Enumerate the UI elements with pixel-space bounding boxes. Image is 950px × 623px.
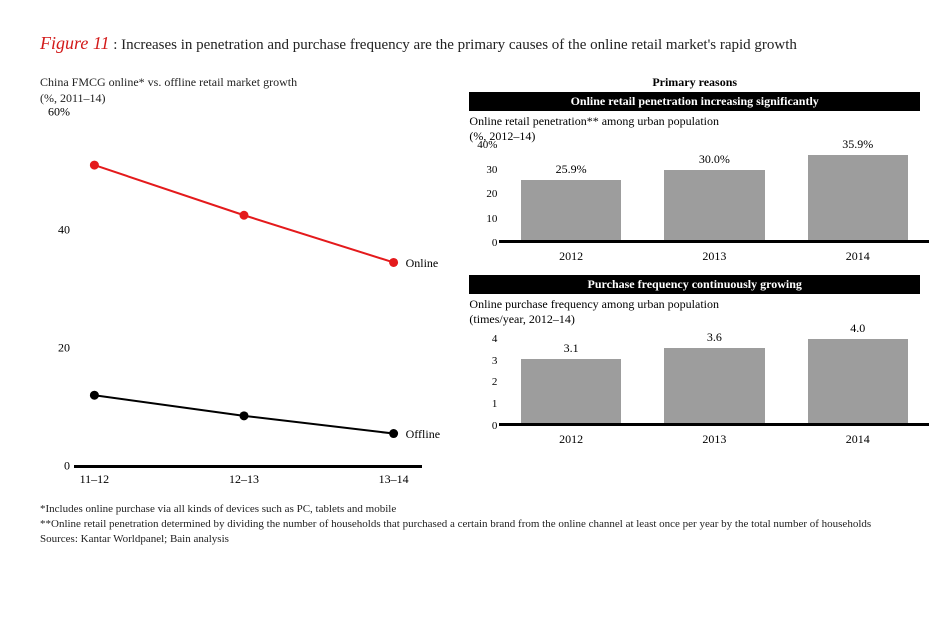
- bar-section-0: Online retail penetration increasing sig…: [469, 92, 920, 275]
- line-ytick: 40: [40, 223, 70, 238]
- line-subtitle-l1: China FMCG online* vs. offline retail ma…: [40, 75, 297, 89]
- figure-title-text: Increases in penetration and purchase fr…: [121, 37, 797, 53]
- footnote-3: Sources: Kantar Worldpanel; Bain analysi…: [40, 532, 920, 547]
- line-xtick: 11–12: [80, 472, 110, 487]
- bar-value-label: 25.9%: [556, 162, 587, 177]
- bar-plot: 012343.13.64.0: [499, 328, 929, 426]
- bar-value-label: 35.9%: [842, 137, 873, 152]
- bar-ytick: 1: [473, 398, 497, 410]
- line-chart: 0204060%11–1212–1313–14OnlineOffline: [40, 112, 440, 492]
- bar: [521, 180, 621, 243]
- line-marker: [240, 211, 249, 220]
- bar-chart-1: 201220132014012343.13.64.0: [469, 328, 920, 448]
- bar: [521, 359, 621, 427]
- bar-desc-l1: Online purchase frequency among urban po…: [469, 297, 719, 311]
- line-xtick: 12–13: [229, 472, 259, 487]
- bar: [808, 339, 908, 426]
- bar-ytick: 30: [473, 164, 497, 176]
- bar-value-label: 30.0%: [699, 152, 730, 167]
- bar-x-axis: [499, 423, 929, 426]
- bar-ytick: 4: [473, 333, 497, 345]
- bar: [808, 155, 908, 243]
- bar-ytick: 0: [473, 237, 497, 249]
- line-xtick: 13–14: [379, 472, 409, 487]
- line-marker: [389, 429, 398, 438]
- section-band-title: Purchase frequency continuously growing: [469, 275, 920, 294]
- line-marker: [240, 412, 249, 421]
- bar-ytick: 3: [473, 355, 497, 367]
- bar-ytick: 40%: [473, 139, 497, 151]
- bar-value-label: 3.1: [564, 341, 579, 356]
- right-panel: Primary reasons Online retail penetratio…: [469, 75, 920, 492]
- main-panel: China FMCG online* vs. offline retail ma…: [40, 75, 920, 492]
- bar-xtick: 2012: [559, 432, 583, 447]
- bar-xtick: 2013: [702, 432, 726, 447]
- bar-xtick: 2014: [846, 432, 870, 447]
- footnotes: *Includes online purchase via all kinds …: [40, 502, 920, 547]
- line-marker: [90, 161, 99, 170]
- bar-x-axis: [499, 240, 929, 243]
- bar-xtick: 2013: [702, 249, 726, 264]
- bar-xtick: 2014: [846, 249, 870, 264]
- footnote-2: **Online retail penetration determined b…: [40, 517, 920, 532]
- bar-ytick: 0: [473, 420, 497, 432]
- line-plot-svg: [74, 112, 454, 468]
- bar-section-1: Purchase frequency continuously growing O…: [469, 275, 920, 448]
- figure-title: Figure 11 : Increases in penetration and…: [40, 30, 920, 57]
- figure-label: Figure 11: [40, 33, 110, 53]
- footnote-1: *Includes online purchase via all kinds …: [40, 502, 920, 517]
- bar-desc-l1: Online retail penetration** among urban …: [469, 114, 719, 128]
- primary-reasons-header: Primary reasons: [469, 75, 920, 90]
- line-ytick: 20: [40, 341, 70, 356]
- bar-ytick: 20: [473, 188, 497, 200]
- line-marker: [389, 258, 398, 267]
- bar-value-label: 3.6: [707, 330, 722, 345]
- bar-value-label: 4.0: [850, 321, 865, 336]
- left-panel: China FMCG online* vs. offline retail ma…: [40, 75, 451, 492]
- bar-chart-0: 201220132014010203040%25.9%30.0%35.9%: [469, 145, 920, 265]
- bar-xtick: 2012: [559, 249, 583, 264]
- bar: [664, 170, 764, 244]
- figure-colon: :: [110, 37, 122, 53]
- section-band-title: Online retail penetration increasing sig…: [469, 92, 920, 111]
- bar-ytick: 2: [473, 376, 497, 388]
- line-ytick: 0: [40, 459, 70, 474]
- line-chart-subtitle: China FMCG online* vs. offline retail ma…: [40, 75, 451, 106]
- bar-plot: 010203040%25.9%30.0%35.9%: [499, 145, 929, 243]
- line-subtitle-l2: (%, 2011–14): [40, 91, 106, 105]
- bar-ytick: 10: [473, 213, 497, 225]
- bar-desc-l2: (times/year, 2012–14): [469, 312, 575, 326]
- bar: [664, 348, 764, 426]
- line-ytick: 60%: [40, 105, 70, 120]
- line-marker: [90, 391, 99, 400]
